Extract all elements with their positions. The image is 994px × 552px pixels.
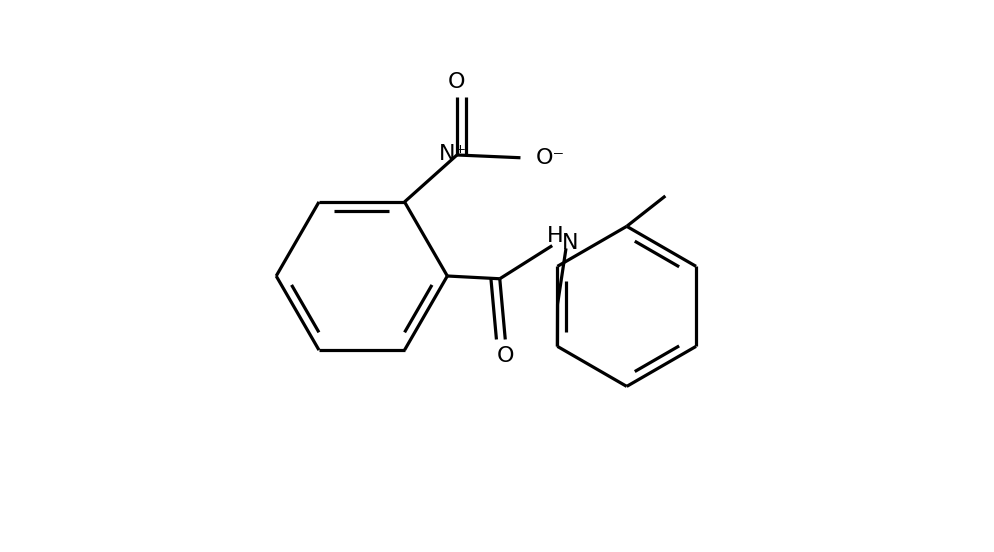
Text: O⁻: O⁻ — [536, 148, 566, 168]
Text: O: O — [448, 72, 466, 92]
Text: H: H — [547, 226, 564, 246]
Text: O: O — [497, 346, 514, 366]
Text: N: N — [563, 233, 579, 253]
Text: N⁺: N⁺ — [438, 144, 467, 164]
